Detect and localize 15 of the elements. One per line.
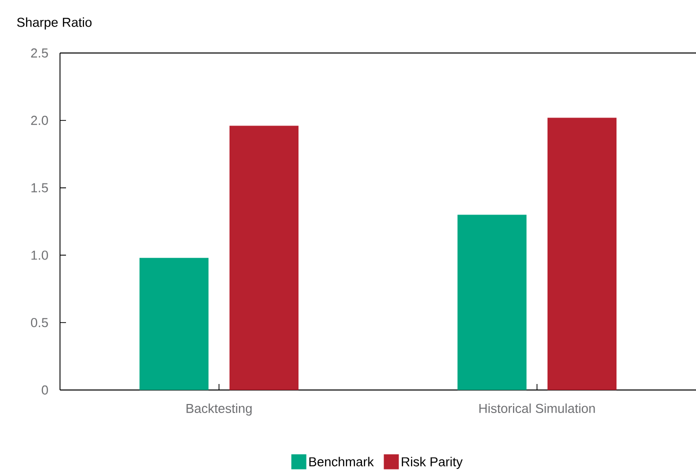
- x-tick-label: Historical Simulation: [479, 404, 595, 414]
- y-tick-label: 0.5: [30, 318, 48, 328]
- bar: [458, 214, 527, 390]
- y-tick-label: 0: [42, 385, 48, 395]
- bar: [140, 258, 209, 390]
- y-axis-title: Sharpe Ratio: [17, 17, 92, 30]
- y-tick-label: 1.0: [31, 250, 48, 260]
- legend-label: Benchmark: [309, 456, 374, 466]
- bar: [548, 118, 617, 390]
- y-tick-label: 2.5: [31, 48, 48, 58]
- x-tick-label: Backtesting: [186, 404, 252, 416]
- bar: [229, 126, 299, 390]
- y-tick-label: 1.5: [31, 183, 48, 192]
- legend-label: Risk Parity: [402, 456, 463, 469]
- y-tick-label: 2.0: [31, 116, 48, 125]
